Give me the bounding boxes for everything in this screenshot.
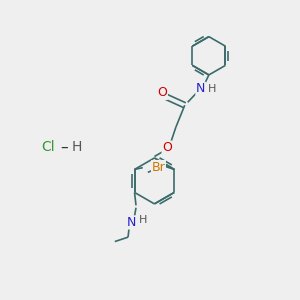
Text: O: O [155, 160, 165, 174]
Text: O: O [158, 86, 167, 99]
Text: O: O [162, 141, 172, 154]
Text: H: H [208, 84, 216, 94]
Text: N: N [127, 216, 136, 229]
Text: H: H [72, 140, 82, 154]
Text: –: – [60, 140, 68, 154]
Text: N: N [196, 82, 205, 95]
Text: Br: Br [152, 160, 165, 174]
Text: H: H [139, 215, 147, 225]
Text: Cl: Cl [42, 140, 55, 154]
